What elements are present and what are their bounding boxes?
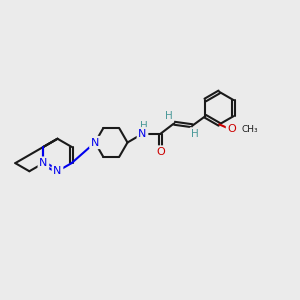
Text: H: H	[191, 129, 199, 139]
Text: N: N	[91, 137, 99, 148]
Text: H: H	[165, 111, 172, 121]
Text: O: O	[156, 147, 165, 157]
Text: O: O	[227, 124, 236, 134]
Text: CH₃: CH₃	[242, 125, 258, 134]
Text: N: N	[39, 158, 48, 168]
Text: N: N	[53, 166, 62, 176]
Text: H: H	[140, 121, 148, 131]
Text: N: N	[138, 129, 147, 139]
